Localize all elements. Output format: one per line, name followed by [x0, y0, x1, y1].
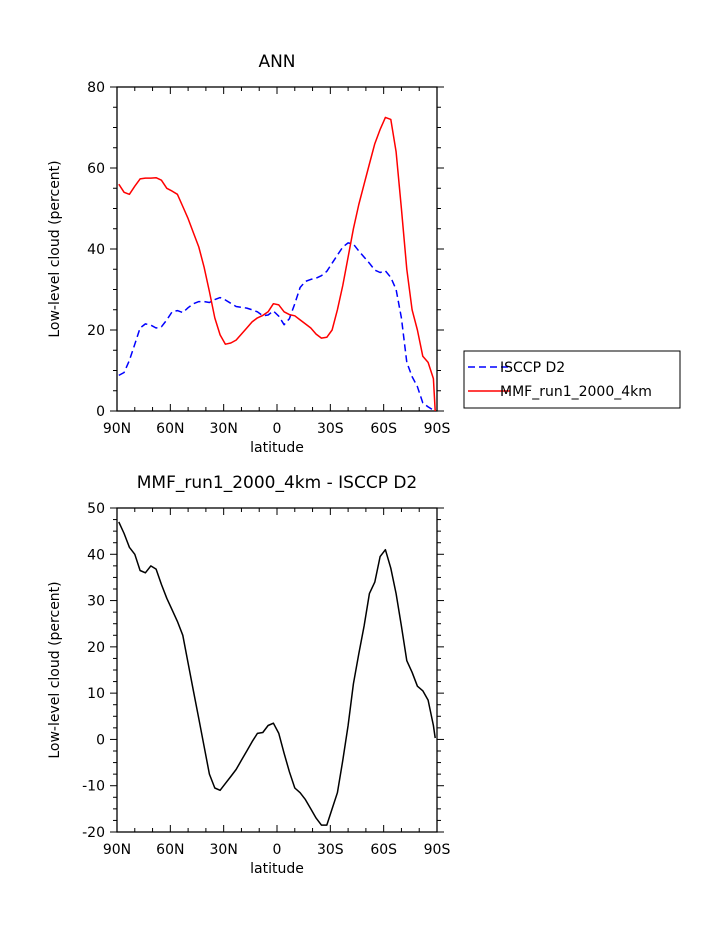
y-tick-label: 40 [87, 242, 105, 258]
series-lines [118, 521, 436, 826]
top-panel: ANN 90N 60N 30N 0 30S 60S 90S 0 20 40 60 80 latitud… [47, 52, 681, 456]
x-tick-label: 30S [317, 421, 344, 437]
x-tick-label: 90N [103, 421, 131, 437]
x-tick-label: 0 [273, 842, 282, 858]
plot-frame [116, 86, 438, 412]
chart-title: MMF_run1_2000_4km - ISCCP D2 [137, 473, 418, 493]
y-tick-label: -10 [82, 779, 105, 795]
legend-label-isccp: ISCCP D2 [500, 360, 565, 376]
x-tick-label: 0 [273, 421, 282, 437]
plot-frame [116, 507, 438, 833]
difference-line [118, 521, 436, 826]
x-tick-label: 60S [370, 842, 397, 858]
x-tick-label: 30N [210, 421, 238, 437]
x-tick-label: 90N [103, 842, 131, 858]
bottom-panel: MMF_run1_2000_4km - ISCCP D2 90N 60N 30N 0 3… [47, 473, 450, 877]
legend-box [463, 350, 681, 409]
x-tick-label: 30N [210, 842, 238, 858]
y-tick-label: 80 [87, 80, 105, 96]
legend: ISCCP D2 MMF_run1_2000_4km [463, 350, 681, 409]
chart-title: ANN [258, 52, 295, 72]
legend-label-mmf: MMF_run1_2000_4km [500, 384, 652, 400]
y-tick-label: 0 [96, 404, 105, 420]
y-tick-label: 20 [87, 640, 105, 656]
y-tick-label: 60 [87, 161, 105, 177]
y-tick-label: 50 [87, 501, 105, 517]
x-tick-label: 30S [317, 842, 344, 858]
x-axis-label: latitude [250, 861, 304, 877]
series-line-isccp-d2 [118, 242, 436, 412]
series-lines [118, 116, 436, 412]
x-axis-label: latitude [250, 440, 304, 456]
x-tick-label: 60N [156, 421, 184, 437]
y-tick-label: 0 [96, 732, 105, 748]
x-tick-label: 90S [424, 421, 451, 437]
series-line-mmf-run1-2000-4km [118, 116, 436, 412]
y-tick-label: -20 [82, 825, 105, 841]
y-tick-label: 40 [87, 547, 105, 563]
axis-ticks: 90N 60N 30N 0 30S 60S 90S -20 -10 0 10 20 30 40 50 [82, 501, 450, 858]
axis-ticks: 90N 60N 30N 0 30S 60S 90S 0 20 40 60 80 [87, 80, 450, 437]
x-tick-label: 60N [156, 842, 184, 858]
y-axis-label: Low-level cloud (percent) [47, 160, 63, 337]
y-tick-label: 20 [87, 323, 105, 339]
x-tick-label: 60S [370, 421, 397, 437]
y-axis-label: Low-level cloud (percent) [47, 581, 63, 758]
y-tick-label: 30 [87, 594, 105, 610]
x-tick-label: 90S [424, 842, 451, 858]
y-tick-label: 10 [87, 686, 105, 702]
